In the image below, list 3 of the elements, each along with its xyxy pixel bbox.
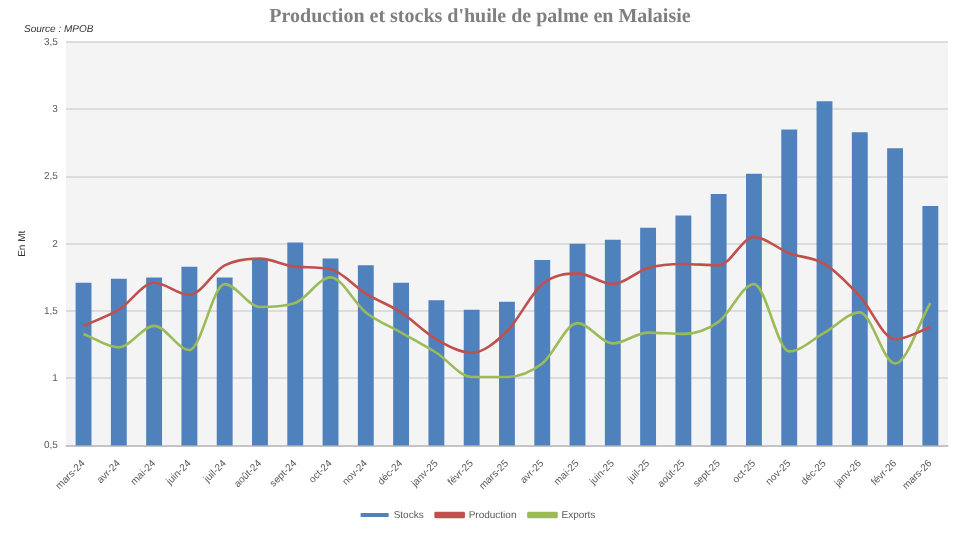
chart-title: Production et stocks d'huile de palme en Malaisie: [269, 6, 691, 28]
line-series: [82, 235, 932, 355]
line-series: [82, 276, 932, 379]
